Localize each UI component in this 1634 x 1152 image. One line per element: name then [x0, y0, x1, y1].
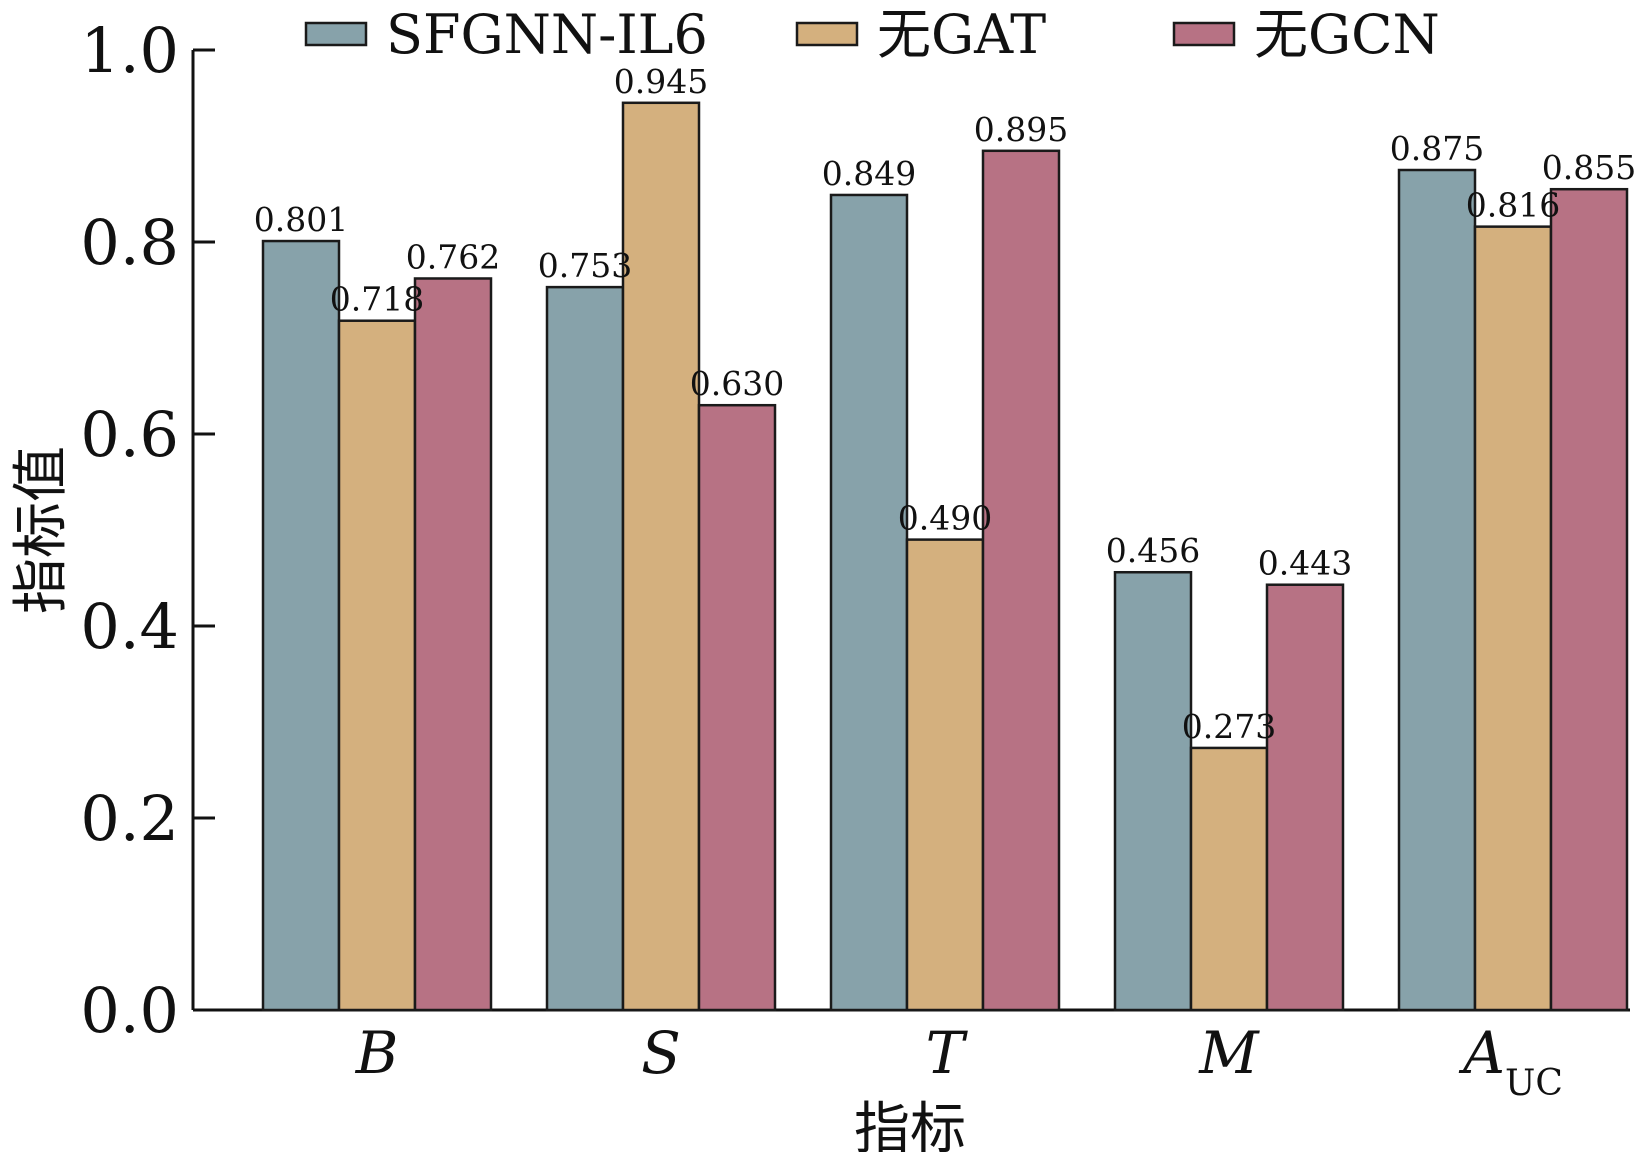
bar: [621, 101, 701, 1012]
value-label: 0.895: [974, 110, 1068, 149]
y-tick-label: 1.0: [80, 14, 179, 87]
bar: [905, 538, 985, 1012]
value-label: 0.875: [1390, 129, 1484, 168]
y-axis-title: 指标值: [9, 446, 74, 614]
bar: [1549, 187, 1629, 1012]
value-label: 0.630: [690, 364, 784, 403]
bar: [697, 403, 777, 1012]
bar: [337, 319, 417, 1012]
bar: [1473, 225, 1553, 1012]
bar: [829, 193, 909, 1012]
legend-label: 无GCN: [1254, 3, 1440, 66]
x-category-label: M: [1198, 1019, 1260, 1087]
legend-label: SFGNN-IL6: [386, 3, 708, 66]
value-labels: 0.801 0.753 0.849 0.456 0.875 0.718 0.945 0.490…: [254, 62, 1634, 746]
x-axis-title: 指标: [854, 1097, 966, 1152]
x-category-label: S: [641, 1019, 681, 1087]
bar: [545, 285, 625, 1012]
legend-swatch: [795, 21, 859, 47]
value-label: 0.718: [330, 280, 424, 319]
y-tick-label: 0.8: [80, 206, 179, 279]
legend-swatch: [1172, 21, 1236, 47]
value-label: 0.801: [254, 200, 348, 239]
value-label: 0.816: [1466, 186, 1560, 225]
bar: [1113, 570, 1193, 1012]
bar: [1265, 583, 1345, 1012]
value-label: 0.945: [614, 62, 708, 101]
y-tick-label: 0.0: [80, 974, 179, 1047]
value-label: 0.855: [1542, 148, 1634, 187]
x-category-label: B: [355, 1019, 399, 1087]
y-ticks: 0.0 0.2 0.4 0.6 0.8 1.0: [80, 14, 215, 1047]
bar: [1189, 746, 1269, 1012]
legend-swatch: [304, 21, 368, 47]
x-category-label: T: [926, 1019, 969, 1087]
x-category-label: AUC: [1458, 1019, 1563, 1104]
x-category-labels: B S T M AUC: [355, 1019, 1563, 1104]
value-label: 0.443: [1258, 544, 1352, 583]
y-tick-label: 0.2: [80, 782, 179, 855]
value-label: 0.456: [1106, 531, 1200, 570]
y-tick-label: 0.4: [80, 590, 179, 663]
bar: [981, 149, 1061, 1012]
value-label: 0.753: [538, 246, 632, 285]
bar: [1397, 168, 1477, 1012]
value-label: 0.849: [822, 154, 916, 193]
value-label: 0.762: [406, 237, 500, 276]
value-label: 0.490: [898, 499, 992, 538]
legend: SFGNN-IL6 无GAT 无GCN: [304, 3, 1440, 66]
value-label: 0.273: [1182, 707, 1276, 746]
bar: [261, 239, 341, 1012]
y-tick-label: 0.6: [80, 398, 179, 471]
bars: [261, 101, 1629, 1012]
bar: [413, 277, 493, 1012]
legend-label: 无GAT: [877, 3, 1046, 66]
